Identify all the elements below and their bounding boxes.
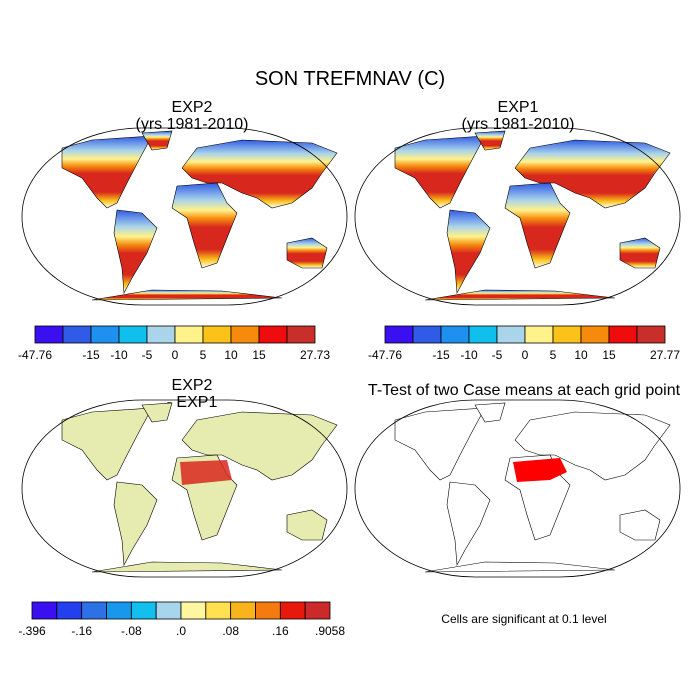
colorbar-label: 5 [200, 348, 207, 362]
colorbar-box [255, 601, 281, 620]
colorbar-box [174, 325, 204, 344]
colorbar-box [230, 325, 260, 344]
colorbar-box [440, 325, 470, 344]
colorbar-box [636, 325, 666, 344]
colorbar-box [412, 325, 442, 344]
map [21, 127, 348, 306]
colorbar-box [155, 601, 182, 620]
colorbar-label: .16 [272, 624, 289, 638]
panel-subtitle: - EXP1 [167, 394, 218, 411]
colorbar-label: -47.76 [18, 348, 52, 362]
colorbar-label: -.396 [18, 624, 46, 638]
colorbar-label: 27.77 [650, 348, 680, 362]
colorbar-box [34, 325, 64, 344]
figure-title: SON TREFMNAV (C) [255, 68, 445, 90]
colorbar-label: .0 [176, 624, 186, 638]
panel-title: EXP1 [498, 99, 539, 116]
colorbar-label: 15 [602, 348, 616, 362]
colorbar-label: -.16 [71, 624, 92, 638]
map [354, 127, 681, 306]
colorbar-label: -10 [110, 348, 128, 362]
colorbar-box [384, 325, 414, 344]
colorbar-label: -15 [82, 348, 100, 362]
map [354, 399, 681, 578]
colorbar-label: -47.76 [368, 348, 402, 362]
colorbar-box [304, 601, 331, 620]
map [21, 399, 348, 578]
panel-title: EXP2 [172, 377, 213, 394]
panel-title: T-Test of two Case means at each grid po… [368, 382, 681, 399]
note: Cells are significant at 0.1 level [441, 612, 606, 626]
colorbar-label: .08 [222, 624, 239, 638]
colorbar-box [286, 325, 316, 344]
colorbar-box [230, 601, 256, 620]
colorbar-box [202, 325, 232, 344]
panel-subtitle: (yrs 1981-2010) [136, 116, 249, 133]
colorbar-box [81, 601, 107, 620]
colorbar-box [258, 325, 288, 344]
colorbar-label: 0 [172, 348, 179, 362]
colorbar-box [608, 325, 638, 344]
colorbar-label: 10 [224, 348, 238, 362]
panel-subtitle: (yrs 1981-2010) [462, 116, 575, 133]
colorbar-box [496, 325, 526, 344]
colorbar-box [62, 325, 92, 344]
colorbar-box [580, 325, 610, 344]
colorbar-box [524, 325, 554, 344]
colorbar-label: -10 [460, 348, 478, 362]
colorbar-box [130, 601, 157, 620]
colorbar-box [31, 601, 58, 620]
colorbar-box [56, 601, 83, 620]
colorbar-box [180, 601, 207, 620]
colorbar-label: -5 [142, 348, 153, 362]
colorbar-label: 27.73 [300, 348, 330, 362]
colorbar-box [205, 601, 232, 620]
colorbar-box [279, 601, 306, 620]
colorbar-label: 0 [522, 348, 529, 362]
colorbar-label: -.08 [121, 624, 142, 638]
panel-title: EXP2 [172, 99, 213, 116]
colorbar-label: -15 [432, 348, 450, 362]
colorbar-box [118, 325, 148, 344]
colorbar-label: 5 [550, 348, 557, 362]
colorbar-box [90, 325, 120, 344]
colorbar-box [468, 325, 498, 344]
colorbar-label: 15 [252, 348, 266, 362]
colorbar-label: .9058 [315, 624, 345, 638]
colorbar-box [106, 601, 132, 620]
colorbar-box [146, 325, 176, 344]
colorbar-label: 10 [574, 348, 588, 362]
colorbar-box [552, 325, 582, 344]
colorbar-label: -5 [492, 348, 503, 362]
